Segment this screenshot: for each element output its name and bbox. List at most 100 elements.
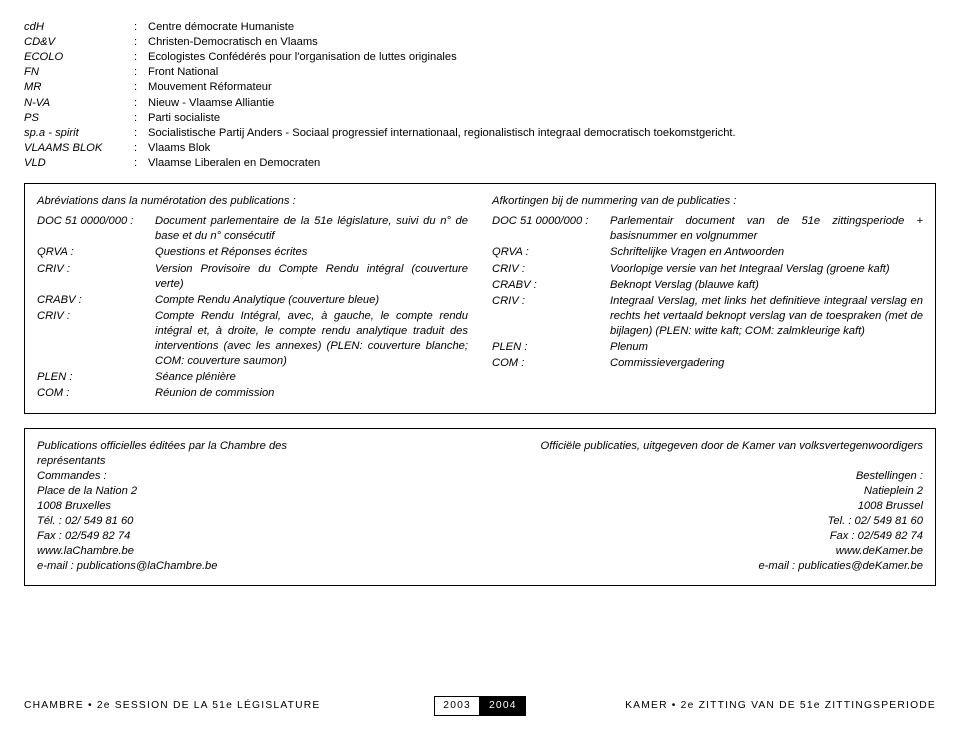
party-full-name: Vlaamse Liberalen en Democraten <box>148 156 320 171</box>
abbr-row: CRIV :Voorlopige versie van het Integraa… <box>492 262 923 277</box>
party-colon: : <box>134 126 148 141</box>
party-abbreviations-list: cdH:Centre démocrate HumanisteCD&V:Chris… <box>24 20 936 171</box>
publication-line: Tél. : 02/ 549 81 60 <box>37 514 468 529</box>
party-full-name: Front National <box>148 65 218 80</box>
abbr-code: DOC 51 0000/000 : <box>37 214 155 244</box>
abbr-row: CRIV :Integraal Verslag, met links het d… <box>492 294 923 339</box>
abbr-desc: Voorlopige versie van het Integraal Vers… <box>610 262 923 277</box>
party-abbr: VLD <box>24 156 134 171</box>
abbr-heading-nl: Afkortingen bij de nummering van de publ… <box>492 194 923 209</box>
abbr-code: CRABV : <box>37 293 155 308</box>
publication-line: Publications officielles éditées par la … <box>37 439 468 454</box>
party-row: VLAAMS BLOK:Vlaams Blok <box>24 141 936 156</box>
abbr-row: COM :Réunion de commission <box>37 386 468 401</box>
party-abbr: FN <box>24 65 134 80</box>
publications-fr: Publications officielles éditées par la … <box>37 439 468 575</box>
abbr-code: DOC 51 0000/000 : <box>492 214 610 244</box>
party-row: CD&V:Christen-Democratisch en Vlaams <box>24 35 936 50</box>
abbr-desc: Séance plénière <box>155 370 468 385</box>
party-abbr: cdH <box>24 20 134 35</box>
abbr-row: CRIV :Compte Rendu Intégral, avec, à gau… <box>37 309 468 369</box>
party-abbr: PS <box>24 111 134 126</box>
abbr-heading-fr: Abréviations dans la numérotation des pu… <box>37 194 468 209</box>
party-full-name: Socialistische Partij Anders - Sociaal p… <box>148 126 736 141</box>
party-colon: : <box>134 96 148 111</box>
abbreviations-col-nl: Afkortingen bij de nummering van de publ… <box>492 194 923 402</box>
footer-left: CHAMBRE • 2e SESSION DE LA 51e LÉGISLATU… <box>24 699 424 713</box>
party-colon: : <box>134 35 148 50</box>
party-row: sp.a - spirit:Socialistische Partij Ande… <box>24 126 936 141</box>
abbr-code: CRABV : <box>492 278 610 293</box>
abbr-row: CRIV :Version Provisoire du Compte Rendu… <box>37 262 468 292</box>
abbr-code: CRIV : <box>37 262 155 292</box>
party-colon: : <box>134 156 148 171</box>
footer-right: KAMER • 2e ZITTING VAN DE 51e ZITTINGSPE… <box>536 699 936 713</box>
publication-line: www.deKamer.be <box>492 544 923 559</box>
footer-year-2: 2004 <box>480 696 526 716</box>
abbr-desc: Document parlementaire de la 51e législa… <box>155 214 468 244</box>
abbr-row: DOC 51 0000/000 :Document parlementaire … <box>37 214 468 244</box>
footer-years: 2003 2004 <box>434 696 525 716</box>
publication-line: Fax : 02/549 82 74 <box>492 529 923 544</box>
abbr-row: CRABV :Beknopt Verslag (blauwe kaft) <box>492 278 923 293</box>
abbr-code: PLEN : <box>492 340 610 355</box>
party-colon: : <box>134 50 148 65</box>
abbr-row: COM :Commissievergadering <box>492 356 923 371</box>
party-row: N-VA:Nieuw - Vlaamse Alliantie <box>24 96 936 111</box>
abbr-row: QRVA :Questions et Réponses écrites <box>37 245 468 260</box>
party-full-name: Christen-Democratisch en Vlaams <box>148 35 318 50</box>
abbr-desc: Réunion de commission <box>155 386 468 401</box>
publication-line: 1008 Brussel <box>492 499 923 514</box>
footer-year-1: 2003 <box>434 696 480 716</box>
party-abbr: N-VA <box>24 96 134 111</box>
abbr-desc: Integraal Verslag, met links het definit… <box>610 294 923 339</box>
abbr-desc: Questions et Réponses écrites <box>155 245 468 260</box>
publication-line: Bestellingen : <box>492 469 923 484</box>
party-row: VLD:Vlaamse Liberalen en Democraten <box>24 156 936 171</box>
party-abbr: CD&V <box>24 35 134 50</box>
abbr-row: PLEN :Séance plénière <box>37 370 468 385</box>
party-abbr: sp.a - spirit <box>24 126 134 141</box>
party-row: FN:Front National <box>24 65 936 80</box>
abbr-desc: Version Provisoire du Compte Rendu intég… <box>155 262 468 292</box>
abbr-code: QRVA : <box>492 245 610 260</box>
party-full-name: Mouvement Réformateur <box>148 80 272 95</box>
publication-line: e-mail : publicaties@deKamer.be <box>492 559 923 574</box>
party-full-name: Parti socialiste <box>148 111 220 126</box>
abbr-desc: Plenum <box>610 340 923 355</box>
party-colon: : <box>134 65 148 80</box>
abbr-row: CRABV :Compte Rendu Analytique (couvertu… <box>37 293 468 308</box>
publication-line: Fax : 02/549 82 74 <box>37 529 468 544</box>
abbr-desc: Commissievergadering <box>610 356 923 371</box>
abbr-code: PLEN : <box>37 370 155 385</box>
abbr-row: DOC 51 0000/000 :Parlementair document v… <box>492 214 923 244</box>
publications-box: Publications officielles éditées par la … <box>24 428 936 586</box>
party-full-name: Nieuw - Vlaamse Alliantie <box>148 96 274 111</box>
abbr-desc: Compte Rendu Intégral, avec, à gauche, l… <box>155 309 468 369</box>
abbreviations-col-fr: Abréviations dans la numérotation des pu… <box>37 194 468 402</box>
publication-line: Commandes : <box>37 469 468 484</box>
party-row: MR:Mouvement Réformateur <box>24 80 936 95</box>
party-colon: : <box>134 80 148 95</box>
party-abbr: ECOLO <box>24 50 134 65</box>
publication-line: www.laChambre.be <box>37 544 468 559</box>
publication-line: Place de la Nation 2 <box>37 484 468 499</box>
abbr-desc: Schriftelijke Vragen en Antwoorden <box>610 245 923 260</box>
party-abbr: VLAAMS BLOK <box>24 141 134 156</box>
publication-line <box>492 454 923 469</box>
publication-line: représentants <box>37 454 468 469</box>
party-colon: : <box>134 141 148 156</box>
abbr-code: COM : <box>492 356 610 371</box>
abbr-row: QRVA :Schriftelijke Vragen en Antwoorden <box>492 245 923 260</box>
party-abbr: MR <box>24 80 134 95</box>
publication-line: e-mail : publications@laChambre.be <box>37 559 468 574</box>
abbr-desc: Compte Rendu Analytique (couverture bleu… <box>155 293 468 308</box>
party-row: PS:Parti socialiste <box>24 111 936 126</box>
abbreviations-box: Abréviations dans la numérotation des pu… <box>24 183 936 413</box>
abbr-code: CRIV : <box>492 294 610 339</box>
abbr-code: CRIV : <box>492 262 610 277</box>
publication-line: Tel. : 02/ 549 81 60 <box>492 514 923 529</box>
abbr-desc: Beknopt Verslag (blauwe kaft) <box>610 278 923 293</box>
publications-nl: Officiële publicaties, uitgegeven door d… <box>492 439 923 575</box>
abbr-code: COM : <box>37 386 155 401</box>
